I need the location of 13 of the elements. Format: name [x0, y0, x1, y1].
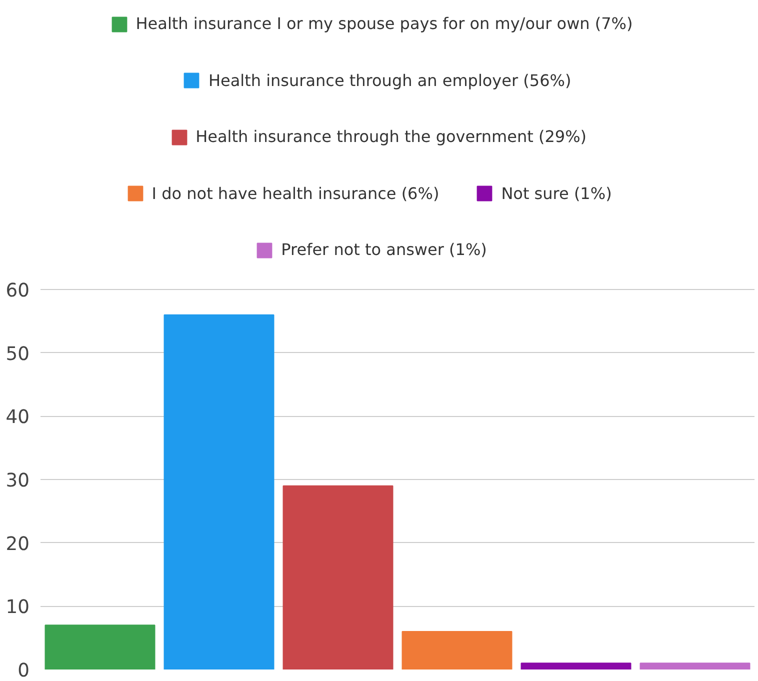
y-tick-label: 20	[6, 534, 30, 555]
y-tick-label: 10	[6, 597, 30, 618]
y-tick-label: 40	[6, 407, 30, 428]
legend-label: Prefer not to answer (1%)	[281, 240, 487, 259]
legend-label: Not sure (1%)	[501, 184, 612, 202]
y-tick-label: 60	[6, 280, 30, 302]
y-tick-label: 50	[6, 344, 30, 365]
legend-label: Health insurance through an employer (56%)	[208, 70, 572, 90]
y-tick-label: 0	[18, 660, 30, 681]
legend-label: Health insurance through the government (29%)	[196, 127, 587, 146]
legend-label: Health insurance I or my spouse pays for on my/our own (7%)	[136, 14, 633, 33]
legend-label: I do not have health insurance (6%)	[152, 184, 440, 202]
y-tick-label: 30	[6, 470, 30, 492]
